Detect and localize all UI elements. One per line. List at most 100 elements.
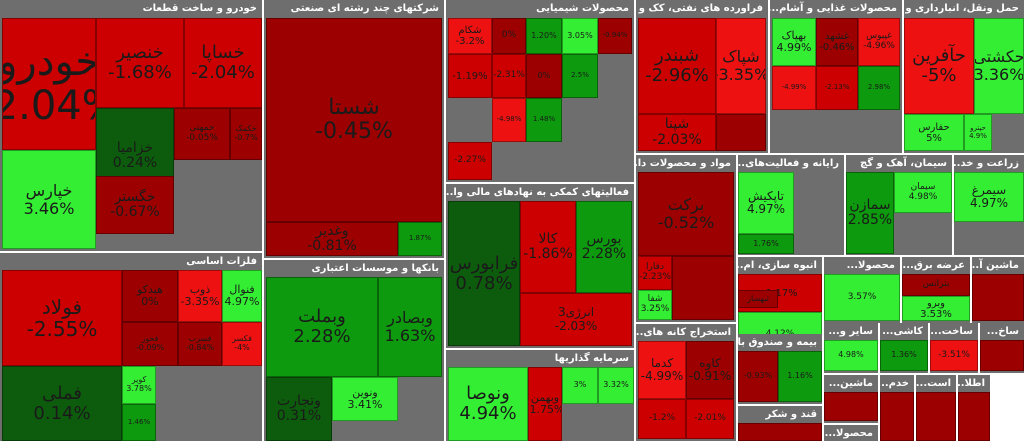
stock-tile[interactable]: -2.27% [448,142,492,180]
stock-tile[interactable] [672,256,734,320]
stock-tile[interactable]: فخوز -0.09% [122,322,178,366]
stock-tile[interactable]: 1.76% [738,234,794,254]
stock-tile[interactable] [716,114,766,151]
stock-tile[interactable]: 1.46% [122,404,156,441]
stock-tile[interactable]: 0% [492,18,526,54]
stock-tile[interactable]: 2.5% [562,54,598,98]
stock-tile[interactable]: -1.19% [448,54,492,98]
stock-tile[interactable]: خودرو-2.04% [2,18,96,150]
stock-tile[interactable]: 2.98% [858,66,900,110]
stock-tile[interactable]: بترانس [902,274,970,296]
stock-tile[interactable]: غشهد -0.46% [816,18,858,66]
stock-tile[interactable]: دفارا -2.23% [638,256,672,290]
stock-tile[interactable]: شکام -3.2% [448,18,492,54]
stock-symbol: کدما [650,355,674,370]
stock-tile[interactable]: 3.05% [562,18,598,54]
stock-tile[interactable] [738,423,822,441]
stock-tile[interactable]: ذوب -3.35% [178,270,222,322]
stock-tile[interactable]: سمازن 2.85% [846,172,894,254]
stock-tile[interactable] [880,392,914,441]
stock-change: -0.94% [602,31,628,40]
stock-tile[interactable]: شستا -0.45% [266,18,442,222]
stock-change: -1.19% [452,70,488,82]
stock-change: 1.63% [384,326,436,345]
stock-tile[interactable]: 3% [562,367,598,404]
stock-tile[interactable]: وبهمن-1.75% [528,367,562,441]
stock-tile[interactable]: خکمک -0.7% [230,108,262,160]
stock-tile[interactable]: غپیوس -4.96% [858,18,900,66]
stock-tile[interactable]: خمهتی -0.05% [174,108,230,160]
stock-tile[interactable]: حآفرین -5% [904,18,974,114]
stock-tile[interactable]: 1.20% [526,18,562,54]
stock-tile[interactable]: ونوصا 4.94% [448,367,528,441]
stock-tile[interactable]: -0.94% [598,18,632,54]
stock-tile[interactable] [958,392,990,441]
stock-tile[interactable]: -0.93% [738,351,778,402]
stock-tile[interactable]: بورس 2.28% [576,201,632,293]
stock-change: 2.98% [867,83,891,92]
stock-tile[interactable]: کاوه -0.91% [686,341,734,399]
stock-tile[interactable]: -4.98% [492,98,526,142]
stock-tile[interactable]: شفا 3.25% [638,290,672,320]
stock-tile[interactable]: تاپکیش 4.97% [738,172,794,234]
stock-tile[interactable]: 1.36% [880,340,928,371]
stock-tile[interactable]: ثبهساز [738,290,778,308]
stock-tile[interactable]: -2.31% [492,54,526,98]
stock-tile[interactable]: -4.99% [772,66,816,110]
sector-title: محصولا... [846,260,895,271]
stock-tile[interactable]: فکسر -4% [222,322,262,366]
stock-tile[interactable]: فرابورس 0.78% [448,201,520,346]
stock-tile[interactable]: انرژی3 -2.03% [520,293,632,346]
stock-change: -3.51% [938,349,970,360]
stock-tile[interactable]: هیدکو 0% [122,270,178,322]
stock-tile[interactable]: -3.51% [930,340,978,371]
stock-tile[interactable] [916,392,956,441]
stock-tile[interactable]: 4.98% [824,340,878,371]
stock-tile[interactable]: کویر 3.78% [122,366,156,404]
stock-tile[interactable]: فولاد -2.55% [2,270,122,366]
stock-tile[interactable]: 0% [526,54,562,98]
stock-change: -0.7% [234,133,258,142]
stock-change: 3.53% [920,308,952,320]
stock-tile[interactable]: 3.32% [598,367,634,404]
stock-tile[interactable]: خساپا -2.04% [184,18,262,108]
stock-tile[interactable]: سیمرغ 4.97% [954,172,1024,222]
stock-tile[interactable]: -2.13% [816,66,858,110]
stock-tile[interactable]: -2.01% [686,399,734,439]
stock-tile[interactable]: فنوال 4.97% [222,270,262,322]
stock-tile[interactable]: وبملت 2.28% [266,277,378,377]
stock-tile[interactable]: 1.16% [778,351,822,402]
stock-tile[interactable]: وبرو 3.53% [902,296,970,321]
stock-tile[interactable]: وغدیر -0.81% [266,222,398,256]
stock-tile[interactable]: خپارس 3.46% [2,150,96,249]
stock-tile[interactable]: شپاک-3.35% [716,18,766,114]
stock-tile[interactable]: فملی 0.14% [2,366,122,441]
stock-tile[interactable]: فسرب -0.84% [178,322,222,366]
stock-tile[interactable]: -1.2% [638,399,686,439]
stock-tile[interactable]: وبصادر 1.63% [378,277,442,377]
stock-tile[interactable]: ونوین 3.41% [332,377,398,421]
stock-tile[interactable]: بهپاک 4.99% [772,18,816,66]
stock-tile[interactable]: شبندر -2.96% [638,18,716,114]
sector-title: است... [916,378,951,389]
stock-tile[interactable]: وتجارت 0.31% [266,377,332,441]
stock-tile[interactable]: 1.87% [398,222,442,256]
sector-title: ماشین... [828,378,873,389]
stock-tile[interactable]: شپنا -2.03% [638,114,716,151]
stock-tile[interactable]: برکت -0.52% [638,172,734,256]
stock-change: -1.75% [529,403,561,416]
stock-tile[interactable]: حفارس 5% [904,114,964,151]
stock-tile[interactable]: خگستر -0.67% [96,176,174,234]
stock-tile[interactable]: 3.57% [824,274,900,321]
stock-tile[interactable] [972,274,1024,321]
stock-tile[interactable]: 1.48% [526,98,562,142]
stock-tile[interactable] [824,392,878,421]
stock-tile[interactable]: حکشتی 3.36% [974,18,1024,114]
stock-tile[interactable] [980,340,1024,371]
stock-tile[interactable]: سیمان 4.98% [894,172,952,213]
stock-tile[interactable]: خنصیر -1.68% [96,18,184,108]
stock-tile[interactable]: کدما -4.99% [638,341,686,399]
stock-tile[interactable]: حپترو 4.9% [964,114,992,151]
stock-tile[interactable]: کالا -1.86% [520,201,576,293]
